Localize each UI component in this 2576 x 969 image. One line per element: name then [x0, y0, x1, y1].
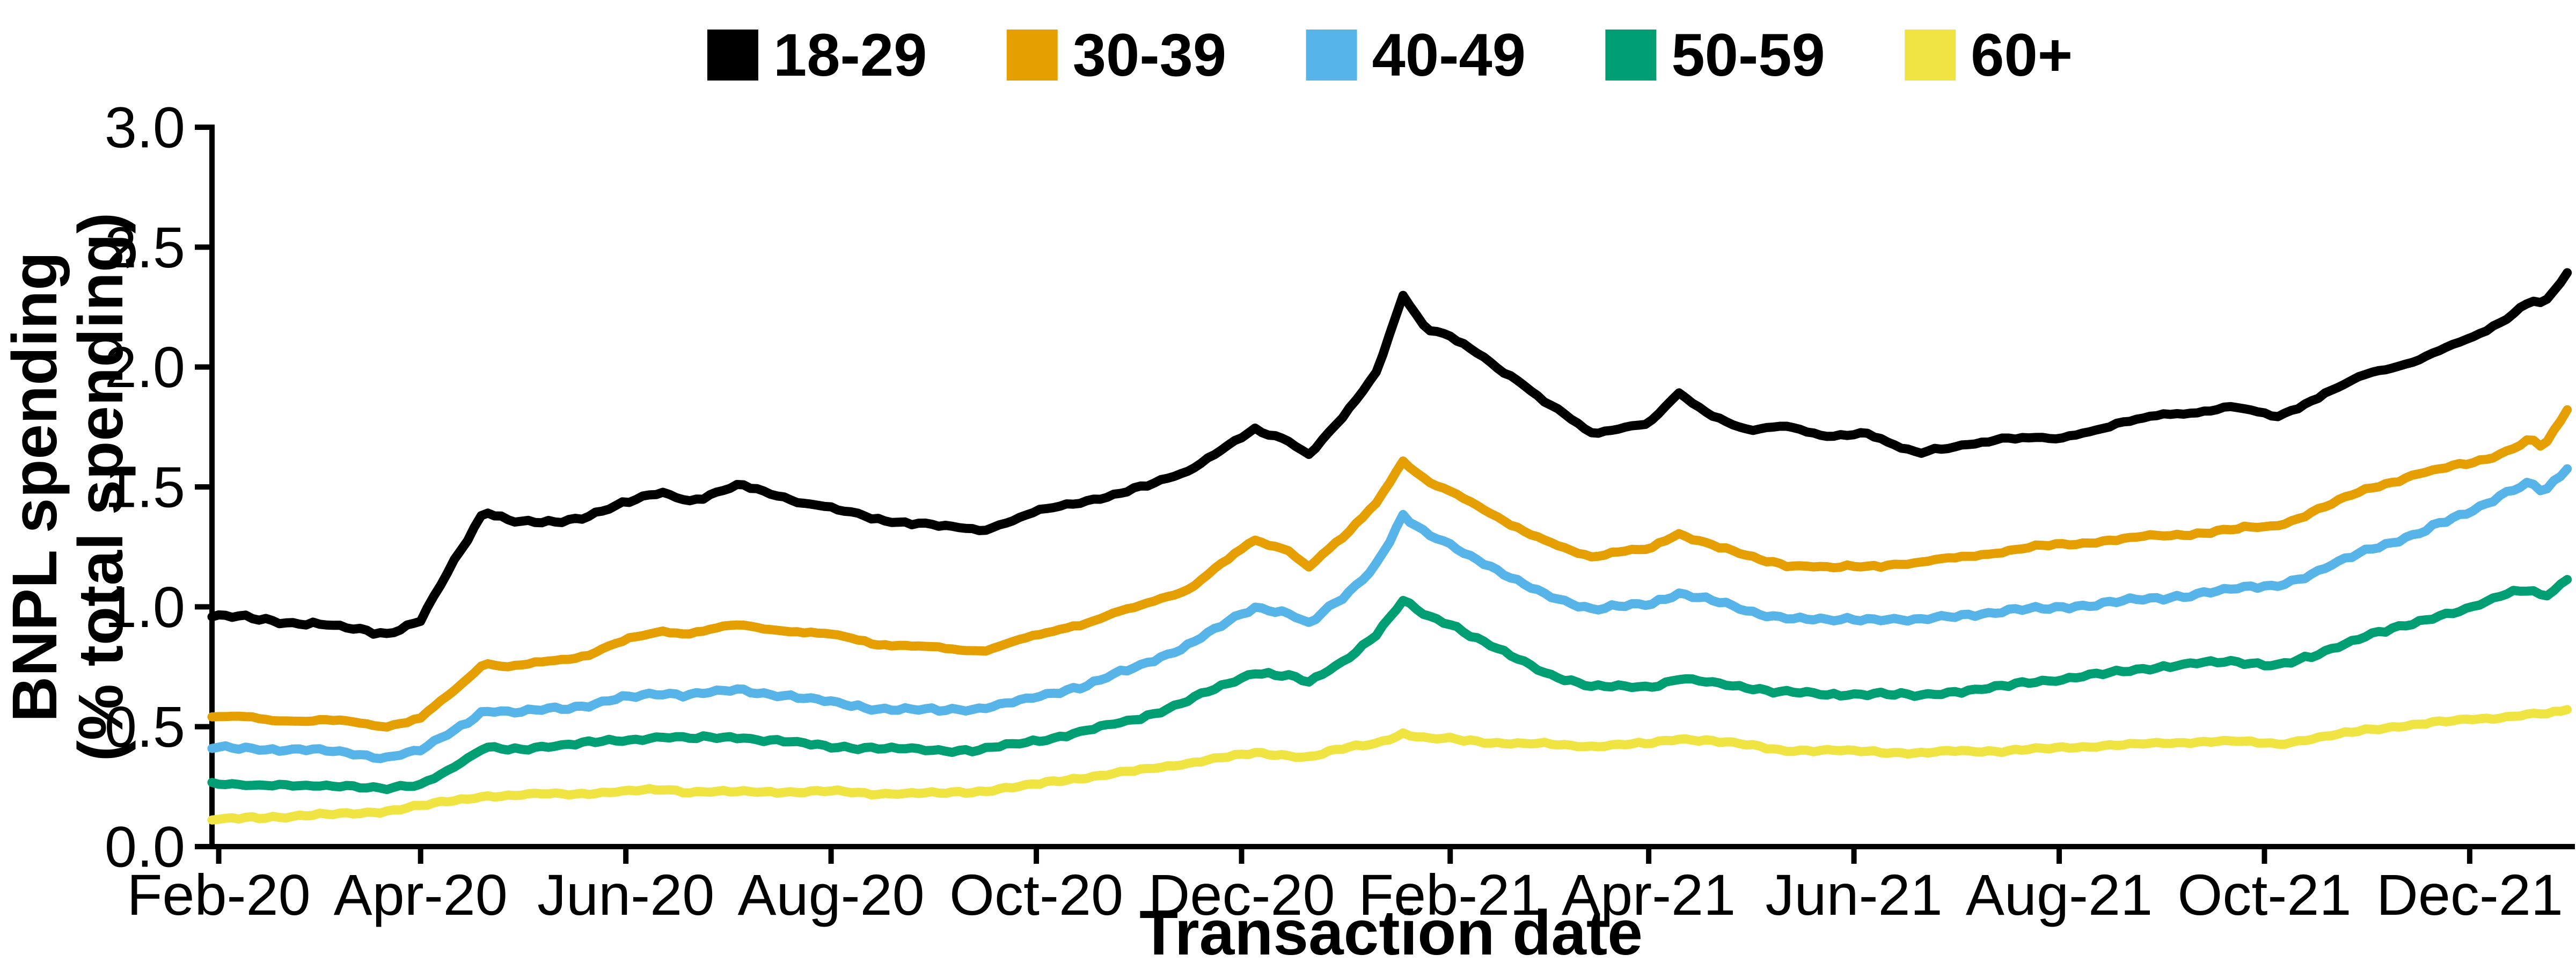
legend-item-50-59: 50-59: [1605, 21, 1825, 89]
legend-item-60+: 60+: [1905, 21, 2073, 89]
y-tick-label: 2.0: [105, 334, 185, 399]
legend-swatch-40-49: [1306, 30, 1357, 81]
series-line-30-39: [207, 405, 2572, 732]
y-axis: 0.0 0.5 1.0 1.5 2.0 2.5 3.0: [105, 95, 215, 879]
legend-swatch-18-29: [707, 30, 758, 81]
legend-swatch-60+: [1905, 30, 1956, 81]
legend-label-50-59: 50-59: [1671, 21, 1825, 89]
x-tick-label: Jun-21: [1765, 862, 1942, 927]
series-line-50-59: [207, 575, 2572, 795]
legend-label-60+: 60+: [1971, 21, 2073, 89]
x-tick-label: Apr-20: [334, 862, 508, 927]
y-axis-title-line1: BNPL spending: [0, 252, 70, 722]
x-axis-title: Transaction date: [1139, 898, 1643, 966]
x-tick-label: Aug-21: [1966, 862, 2153, 927]
legend-swatch-30-39: [1006, 30, 1058, 81]
x-tick-label: Oct-21: [2177, 862, 2351, 927]
legend-item-40-49: 40-49: [1306, 21, 1526, 89]
y-tick-label: 3.0: [105, 95, 185, 160]
y-tick-label: 0.0: [105, 814, 185, 879]
series-line-60+: [207, 705, 2572, 825]
x-tick-label: Feb-20: [127, 862, 310, 927]
x-tick-label: Feb-21: [1358, 862, 1542, 927]
y-tick-label: 1.5: [105, 455, 185, 520]
legend-item-18-29: 18-29: [707, 21, 927, 89]
legend-label-40-49: 40-49: [1372, 21, 1526, 89]
legend-swatch-50-59: [1605, 30, 1657, 81]
y-tick-label: 1.0: [105, 574, 185, 639]
y-axis-title-line2: (% total spending): [65, 213, 136, 762]
legend-item-30-39: 30-39: [1006, 21, 1226, 89]
y-tick-label: 2.5: [105, 215, 185, 280]
x-tick-label: Apr-21: [1562, 862, 1736, 927]
y-tick-label: 0.5: [105, 694, 185, 759]
legend-label-30-39: 30-39: [1073, 21, 1226, 89]
series-line-40-49: [207, 464, 2572, 763]
x-tick-label: Oct-20: [949, 862, 1123, 927]
series-lines: [207, 268, 2572, 825]
x-tick-label: Jun-20: [537, 862, 714, 927]
x-tick-label: Aug-20: [737, 862, 924, 927]
x-tick-label: Dec-21: [2376, 862, 2563, 927]
legend: 18-29 30-39 40-49 50-59 60+: [707, 21, 2073, 89]
series-line-18-29: [207, 268, 2572, 639]
x-tick-label: Dec-20: [1148, 862, 1335, 927]
x-axis: Feb-20 Apr-20 Jun-20 Aug-20 Oct-20 Dec-20 Feb-…: [127, 844, 2575, 927]
legend-label-18-29: 18-29: [773, 21, 927, 89]
